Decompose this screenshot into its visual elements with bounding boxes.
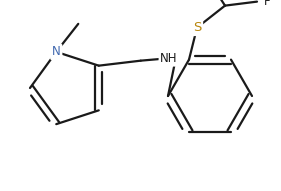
Text: S: S [193,21,201,34]
Text: F: F [264,0,270,8]
Text: N: N [52,45,61,58]
Text: NH: NH [160,52,178,65]
